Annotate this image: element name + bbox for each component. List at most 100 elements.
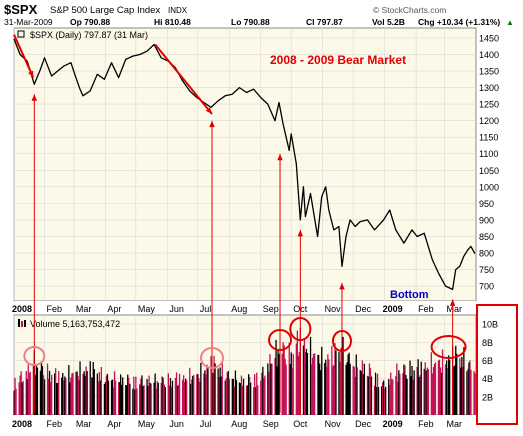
volume-bar xyxy=(128,377,130,415)
volume-bar xyxy=(57,382,59,415)
volume-bar xyxy=(474,373,476,415)
change-up-icon: ▲ xyxy=(506,18,514,27)
volume-bar xyxy=(164,387,166,415)
volume-bar xyxy=(384,388,386,415)
bottom-x-axis-tick-2008: 2008 xyxy=(12,419,32,429)
volume-bar xyxy=(29,371,31,415)
volume-bar xyxy=(454,365,456,415)
volume-bar xyxy=(89,361,91,415)
volume-bar xyxy=(39,370,42,415)
low-label: Lo 790.88 xyxy=(231,17,270,27)
volume-bar xyxy=(271,363,273,415)
volume-bar xyxy=(419,375,421,415)
volume-bar xyxy=(295,343,297,415)
volume-bar xyxy=(220,376,222,415)
volume-bar xyxy=(302,345,305,415)
volume-bar xyxy=(148,375,150,415)
volume-spike-circle-5 xyxy=(331,330,352,352)
volume-bar xyxy=(406,378,408,415)
volume-bar xyxy=(114,380,117,415)
volume-bar xyxy=(377,387,380,415)
volume-bar xyxy=(141,375,143,415)
volume-label: Vol 5.2B xyxy=(372,17,405,27)
volume-bar xyxy=(191,379,193,415)
volume-bar xyxy=(214,363,216,415)
volume-bar xyxy=(34,375,36,415)
volume-bar xyxy=(460,367,462,415)
volume-bar xyxy=(348,352,350,415)
volume-bar xyxy=(321,346,323,415)
volume-bar xyxy=(238,382,241,415)
volume-bar xyxy=(362,374,364,415)
volume-bar xyxy=(284,358,286,415)
volume-bar xyxy=(388,379,390,415)
price-y-tick-label: 1250 xyxy=(479,100,499,110)
volume-bar xyxy=(416,366,418,415)
x-axis-tick-jun: Jun xyxy=(169,304,184,314)
volume-legend: Volume 5,163,753,472 xyxy=(18,319,120,329)
volume-bar xyxy=(210,356,212,415)
volume-bar xyxy=(186,380,188,415)
volume-bar xyxy=(269,354,271,415)
volume-bar xyxy=(376,373,379,415)
volume-bar xyxy=(150,383,152,415)
volume-bar xyxy=(134,389,136,415)
volume-bar xyxy=(183,375,185,415)
volume-bar xyxy=(132,388,134,415)
x-axis-tick-mar: Mar xyxy=(76,304,92,314)
volume-bar xyxy=(333,364,335,415)
volume-y-tick-label: 8B xyxy=(482,338,493,348)
x-axis-tick-2009: 2009 xyxy=(383,304,403,314)
volume-bar xyxy=(310,364,313,415)
volume-bar xyxy=(446,360,448,415)
volume-bar xyxy=(382,382,384,415)
volume-bar xyxy=(182,379,184,415)
volume-bar xyxy=(79,361,81,415)
volume-bar xyxy=(283,345,285,415)
volume-bar xyxy=(291,367,293,415)
bottom-x-axis-tick-sep: Sep xyxy=(263,419,279,429)
volume-bar xyxy=(413,370,415,415)
volume-bar xyxy=(225,378,227,415)
bottom-x-axis-tick-2009: 2009 xyxy=(383,419,403,429)
volume-bar xyxy=(163,384,165,415)
volume-spike-circle-4 xyxy=(289,317,312,341)
volume-bar xyxy=(76,371,78,415)
volume-bar xyxy=(43,379,46,415)
price-y-tick-label: 1450 xyxy=(479,33,499,43)
volume-bars xyxy=(13,328,476,415)
volume-bar xyxy=(206,364,208,415)
volume-bar xyxy=(317,354,319,415)
volume-bar xyxy=(232,378,234,415)
volume-bar xyxy=(354,376,356,415)
support-arrow-5-head xyxy=(339,282,345,290)
volume-bar xyxy=(353,366,355,415)
volume-bar xyxy=(93,369,95,415)
volume-bar xyxy=(255,387,257,415)
volume-spike-circle-6 xyxy=(430,335,467,359)
bottom-x-axis-tick-feb: Feb xyxy=(46,419,62,429)
volume-bar xyxy=(434,362,437,415)
volume-bar xyxy=(224,380,226,415)
volume-bar xyxy=(363,363,365,415)
volume-bar xyxy=(51,374,53,415)
volume-bar xyxy=(156,381,158,415)
volume-bar xyxy=(285,364,287,415)
volume-legend-swatch-down xyxy=(21,321,23,327)
volume-bar xyxy=(412,379,414,415)
volume-bar xyxy=(449,359,451,415)
volume-bar xyxy=(111,379,114,415)
volume-bar xyxy=(84,375,86,415)
volume-bar xyxy=(185,378,187,415)
volume-bar xyxy=(249,376,251,415)
volume-bar xyxy=(410,376,412,415)
x-axis-tick-dec: Dec xyxy=(355,304,372,314)
volume-bar xyxy=(133,376,135,415)
bottom-x-axis-tick-apr: Apr xyxy=(107,419,121,429)
volume-bar xyxy=(423,368,425,415)
volume-bar xyxy=(177,384,180,415)
price-y-tick-label: 1200 xyxy=(479,116,499,126)
volume-bar xyxy=(168,385,171,415)
volume-bar xyxy=(21,382,23,415)
volume-bar xyxy=(217,368,219,415)
